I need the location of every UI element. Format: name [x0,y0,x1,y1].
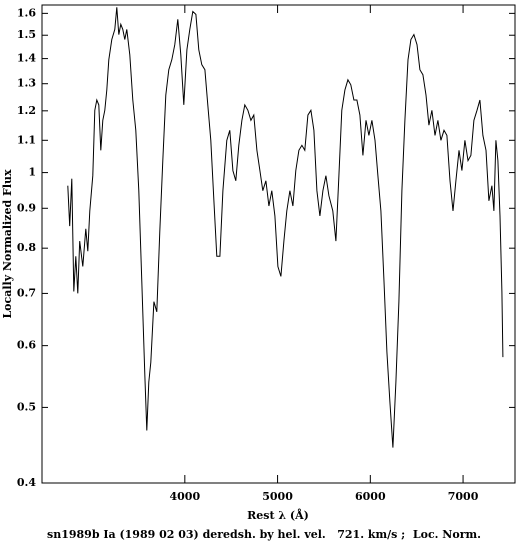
x-tick-label: 7000 [448,490,479,503]
y-tick-label: 0.5 [17,400,36,413]
y-tick-label: 1.6 [17,6,36,19]
y-axis-label: Locally Normalized Flux [1,169,14,319]
y-tick-label: 0.9 [17,201,36,214]
plot-frame [41,4,516,484]
x-tick-label: 6000 [355,490,386,503]
y-tick-label: 1 [28,166,36,179]
y-tick-label: 1.5 [17,28,36,41]
x-axis-label: Rest λ (Å) [247,508,309,522]
y-tick-label: 0.6 [17,339,36,352]
y-tick-label: 1.2 [17,104,36,117]
y-tick-label: 1.4 [17,52,36,65]
y-tick-label: 1.1 [17,133,36,146]
x-tick-label: 4000 [170,490,201,503]
y-tick-label: 1.3 [17,77,36,90]
y-tick-label: 0.4 [17,476,36,489]
chart-title: sn1989b Ia (1989 02 03) deredsh. by hel.… [47,528,481,541]
y-tick-label: 0.7 [17,286,36,299]
spectrum-line [67,7,504,448]
y-tick-label: 0.8 [17,241,36,254]
x-tick-label: 5000 [262,490,293,503]
